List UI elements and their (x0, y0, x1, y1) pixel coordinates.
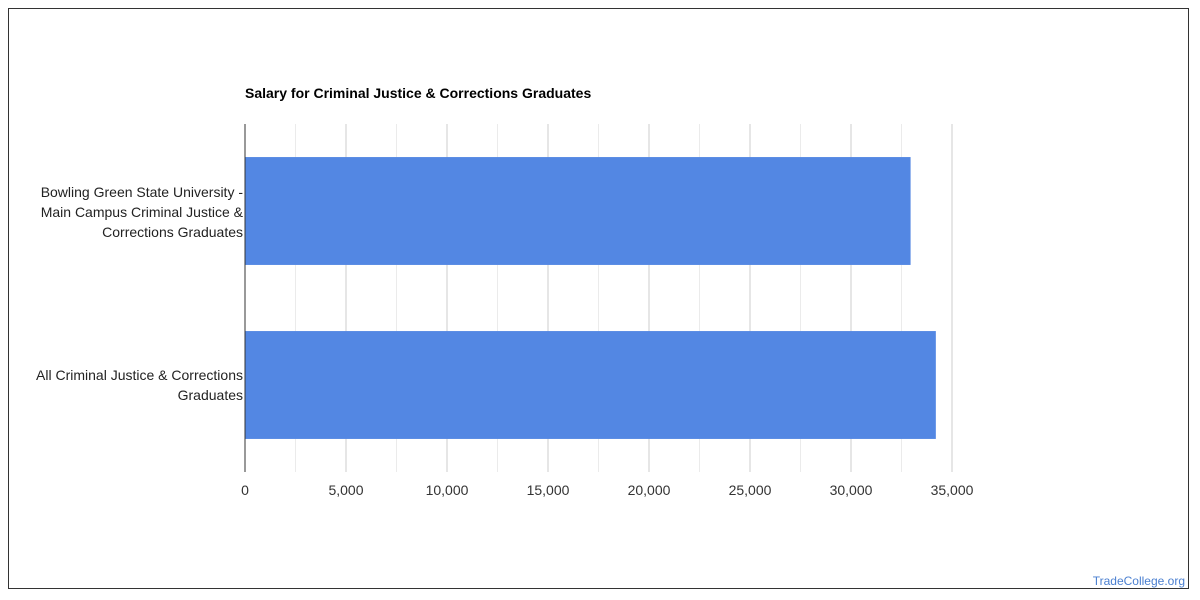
x-tick-label: 25,000 (729, 482, 772, 498)
bar-bowling-green (245, 157, 911, 265)
category-label-bowling-green: Bowling Green State University - Main Ca… (40, 184, 243, 240)
x-tick-label: 30,000 (830, 482, 873, 498)
category-label-all-graduates: All Criminal Justice & Corrections Gradu… (36, 367, 243, 403)
x-tick-label: 0 (241, 482, 249, 498)
x-tick-label: 5,000 (328, 482, 363, 498)
x-tick-label: 15,000 (527, 482, 570, 498)
x-tick-label: 20,000 (628, 482, 671, 498)
x-tick-label: 35,000 (931, 482, 974, 498)
chart-title: Salary for Criminal Justice & Correction… (245, 85, 592, 101)
x-tick-label: 10,000 (426, 482, 469, 498)
source-watermark[interactable]: TradeCollege.org (1092, 574, 1185, 588)
bar-all-graduates (245, 331, 936, 439)
